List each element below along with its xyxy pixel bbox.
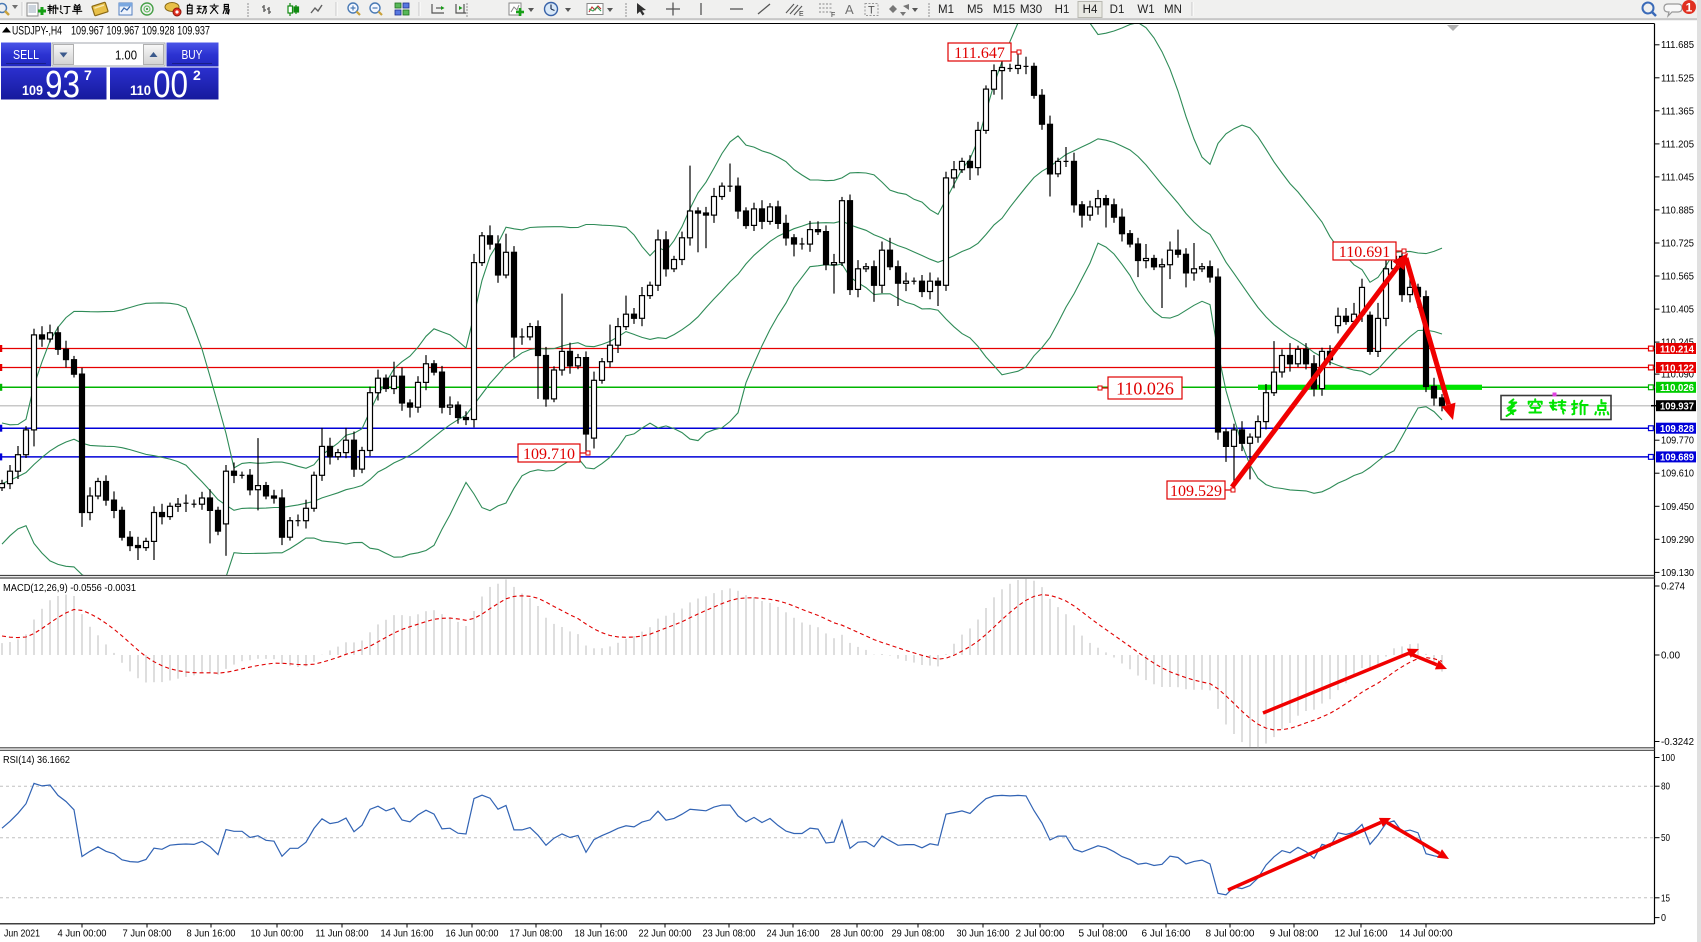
- svg-text:RSI(14) 36.1662: RSI(14) 36.1662: [3, 754, 70, 766]
- svg-text:111.205: 111.205: [1661, 138, 1694, 150]
- svg-text:28 Jun 00:00: 28 Jun 00:00: [831, 928, 884, 940]
- svg-text:110.214: 110.214: [1660, 343, 1694, 355]
- svg-text:111.365: 111.365: [1661, 105, 1694, 117]
- svg-text:MACD(12,26,9) -0.0556 -0.0031: MACD(12,26,9) -0.0556 -0.0031: [3, 582, 136, 594]
- svg-text:14 Jul 00:00: 14 Jul 00:00: [1400, 928, 1453, 940]
- svg-text:50: 50: [1661, 832, 1670, 844]
- svg-text:H1: H1: [1055, 4, 1070, 16]
- svg-text:18 Jun 16:00: 18 Jun 16:00: [575, 928, 628, 940]
- svg-text:14 Jun 16:00: 14 Jun 16:00: [381, 928, 434, 940]
- svg-text:7: 7: [84, 67, 92, 83]
- svg-text:16 Jun 00:00: 16 Jun 00:00: [446, 928, 499, 940]
- svg-text:109.610: 109.610: [1661, 468, 1694, 480]
- svg-text:7 Jun 08:00: 7 Jun 08:00: [123, 928, 172, 940]
- svg-text:10 Jun 00:00: 10 Jun 00:00: [251, 928, 304, 940]
- svg-text:6 Jul 16:00: 6 Jul 16:00: [1142, 928, 1191, 940]
- svg-text:1: 1: [1686, 1, 1693, 15]
- svg-text:80: 80: [1661, 781, 1670, 793]
- svg-text:111.525: 111.525: [1661, 72, 1694, 84]
- svg-text:2 Jul 00:00: 2 Jul 00:00: [1016, 928, 1065, 940]
- svg-text:1.00: 1.00: [115, 48, 137, 63]
- svg-text:17 Jun 08:00: 17 Jun 08:00: [510, 928, 563, 940]
- svg-text:T: T: [868, 5, 875, 17]
- svg-text:0.00: 0.00: [1661, 650, 1680, 662]
- svg-text:H4: H4: [1083, 4, 1098, 16]
- svg-text:9 Jul 08:00: 9 Jul 08:00: [1270, 928, 1319, 940]
- svg-text:110.026: 110.026: [1116, 379, 1174, 399]
- svg-text:109.828: 109.828: [1660, 423, 1694, 435]
- svg-text:110.122: 110.122: [1660, 362, 1694, 374]
- svg-text:M5: M5: [967, 4, 983, 16]
- svg-text:23 Jun 08:00: 23 Jun 08:00: [703, 928, 756, 940]
- svg-text:M30: M30: [1020, 4, 1042, 16]
- svg-text:111.045: 111.045: [1661, 171, 1694, 183]
- svg-text:D1: D1: [1110, 4, 1125, 16]
- svg-text:0.274: 0.274: [1661, 581, 1685, 593]
- svg-text:00: 00: [153, 64, 188, 106]
- svg-text:110.026: 110.026: [1660, 382, 1694, 394]
- svg-text:4 Jun 00:00: 4 Jun 00:00: [58, 928, 107, 940]
- svg-text:110.405: 110.405: [1661, 304, 1694, 316]
- svg-text:-0.3242: -0.3242: [1661, 736, 1694, 748]
- svg-text:109.290: 109.290: [1661, 534, 1694, 546]
- svg-text:111.647: 111.647: [954, 45, 1005, 62]
- svg-text:29 Jun 08:00: 29 Jun 08:00: [892, 928, 945, 940]
- svg-text:110.885: 110.885: [1661, 204, 1694, 216]
- svg-text:100: 100: [1661, 752, 1675, 764]
- svg-text:109.967 109.967 109.928 109.93: 109.967 109.967 109.928 109.937: [71, 26, 210, 38]
- svg-text:5 Jul 08:00: 5 Jul 08:00: [1079, 928, 1128, 940]
- svg-text:24 Jun 16:00: 24 Jun 16:00: [767, 928, 820, 940]
- svg-text:109.689: 109.689: [1660, 452, 1694, 464]
- svg-text:109.937: 109.937: [1660, 401, 1694, 413]
- svg-text:109.450: 109.450: [1661, 501, 1694, 513]
- svg-text:111.685: 111.685: [1661, 39, 1694, 51]
- svg-text:SELL: SELL: [13, 48, 39, 62]
- svg-text:110.565: 110.565: [1661, 271, 1694, 283]
- svg-text:110.725: 110.725: [1661, 238, 1694, 250]
- svg-text:M15: M15: [993, 4, 1015, 16]
- svg-text:Jun 2021: Jun 2021: [4, 928, 40, 940]
- svg-text:109.529: 109.529: [1170, 483, 1222, 500]
- svg-text:109.130: 109.130: [1661, 567, 1694, 579]
- svg-text:BUY: BUY: [182, 48, 204, 62]
- svg-text:15: 15: [1661, 892, 1670, 904]
- svg-text:8 Jun 16:00: 8 Jun 16:00: [187, 928, 236, 940]
- svg-text:E: E: [799, 11, 804, 18]
- svg-text:0: 0: [1661, 912, 1666, 924]
- svg-text:F: F: [831, 12, 835, 19]
- svg-text:109.710: 109.710: [523, 446, 575, 463]
- svg-text:MN: MN: [1164, 4, 1182, 16]
- svg-text:M1: M1: [938, 4, 954, 16]
- svg-text:22 Jun 00:00: 22 Jun 00:00: [639, 928, 692, 940]
- svg-text:110.691: 110.691: [1339, 244, 1390, 261]
- svg-text:93: 93: [45, 64, 80, 106]
- svg-text:W1: W1: [1137, 4, 1154, 16]
- svg-text:12 Jul 16:00: 12 Jul 16:00: [1335, 928, 1388, 940]
- svg-text:A: A: [845, 2, 854, 17]
- svg-text:30 Jun 16:00: 30 Jun 16:00: [957, 928, 1010, 940]
- svg-text:USDJPY-,H4: USDJPY-,H4: [12, 26, 62, 38]
- svg-text:2: 2: [193, 67, 201, 83]
- svg-text:109: 109: [22, 83, 43, 98]
- svg-text:11 Jun 08:00: 11 Jun 08:00: [316, 928, 369, 940]
- svg-text:109.770: 109.770: [1661, 435, 1694, 447]
- svg-text:110: 110: [130, 83, 151, 98]
- svg-text:8 Jul 00:00: 8 Jul 00:00: [1206, 928, 1255, 940]
